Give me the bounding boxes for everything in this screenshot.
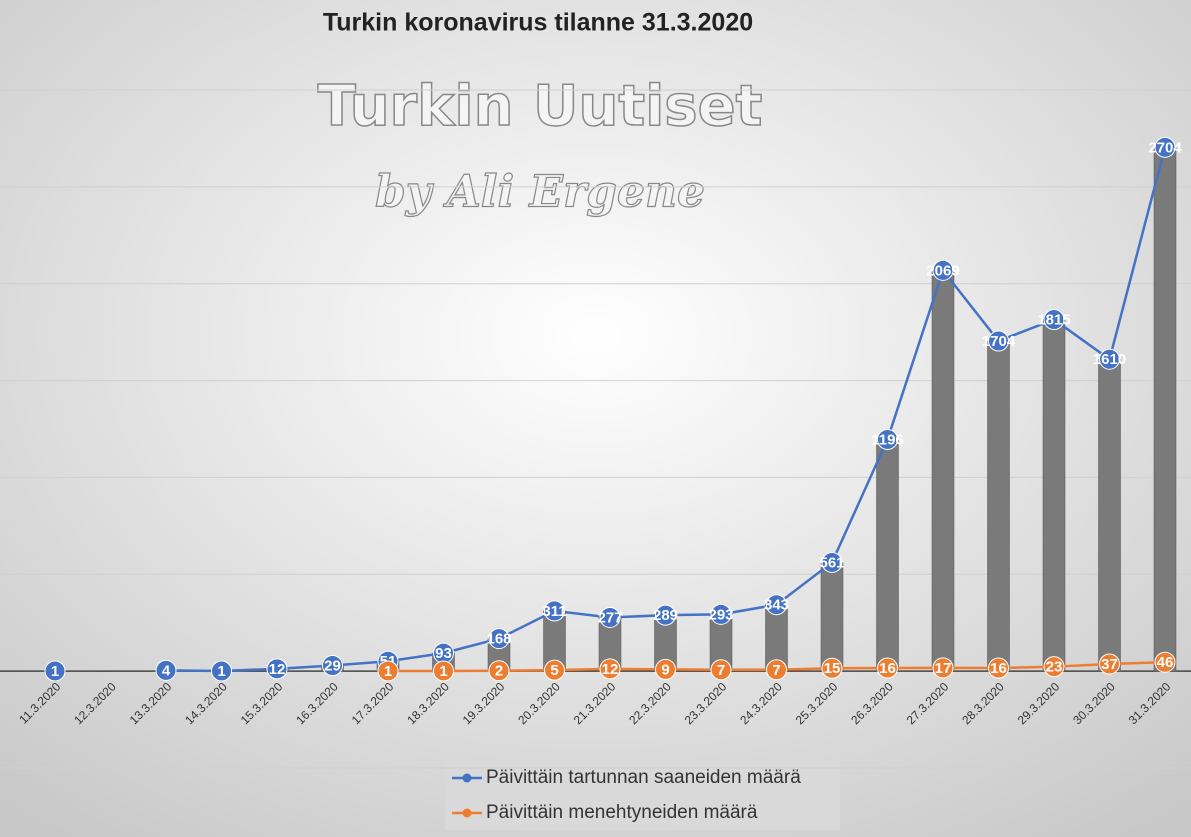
data-label: 7	[772, 662, 780, 679]
marker	[766, 594, 787, 616]
data-label: 1610	[1093, 351, 1126, 368]
data-label: 17	[935, 660, 952, 677]
data-label: 289	[653, 607, 678, 624]
data-label: 37	[1101, 656, 1118, 673]
marker	[1099, 348, 1120, 370]
data-label: 311	[542, 603, 566, 620]
marker	[211, 660, 232, 682]
data-label: 93	[435, 645, 452, 662]
legend	[445, 760, 840, 830]
data-label: 277	[597, 609, 622, 626]
marker	[599, 606, 621, 628]
bar	[820, 562, 844, 672]
data-label: 1	[217, 663, 225, 680]
data-label: 2069	[926, 262, 959, 279]
marker	[932, 657, 954, 679]
data-label: 15	[824, 660, 841, 677]
marker	[488, 660, 510, 682]
marker	[155, 659, 177, 681]
data-label: 1	[51, 663, 59, 680]
data-label: 23	[1046, 659, 1063, 676]
marker	[322, 655, 343, 677]
marker	[877, 657, 898, 679]
legend-marker	[462, 808, 472, 818]
data-label: 5	[550, 662, 558, 679]
bar	[1098, 359, 1121, 672]
data-label: 1196	[871, 431, 904, 448]
data-label: 7	[717, 662, 725, 679]
data-label: 16	[879, 660, 896, 677]
marker	[877, 428, 898, 450]
marker	[988, 657, 1009, 679]
marker	[1043, 656, 1065, 678]
data-label: 29	[324, 657, 341, 674]
chart-title: Turkin koronavirus tilanne 31.3.2020	[323, 9, 753, 37]
data-label: 561	[819, 554, 844, 571]
marker	[821, 657, 843, 679]
marker	[988, 330, 1009, 352]
marker	[655, 604, 676, 626]
marker	[599, 658, 621, 680]
data-label: 4	[162, 662, 171, 679]
data-label: 2704	[1148, 139, 1182, 156]
data-label: 1	[384, 663, 392, 680]
data-label: 293	[708, 606, 733, 623]
marker	[544, 659, 565, 681]
marker	[488, 628, 510, 650]
bar	[987, 340, 1010, 672]
legend-label: Päivittäin tartunnan saaneiden määrä	[486, 767, 801, 788]
data-label: 46	[1157, 654, 1174, 671]
data-label: 168	[486, 631, 511, 648]
data-label: 1815	[1037, 312, 1070, 329]
marker	[433, 660, 454, 682]
marker	[1043, 309, 1065, 331]
data-label: 12	[602, 661, 619, 678]
watermark: by Ali Ergene	[375, 167, 705, 218]
marker	[766, 659, 787, 681]
marker	[266, 658, 288, 680]
bar	[1042, 319, 1066, 672]
marker	[544, 600, 565, 622]
data-label: 343	[764, 597, 789, 614]
data-label: 16	[990, 660, 1007, 677]
marker	[44, 660, 66, 682]
marker	[710, 603, 732, 625]
data-label: 12	[269, 661, 286, 678]
data-label: 9	[661, 661, 669, 678]
data-label: 2	[495, 663, 503, 680]
marker	[655, 658, 676, 680]
legend-marker	[462, 773, 472, 783]
marker	[377, 660, 399, 682]
data-label: 1704	[982, 333, 1016, 350]
marker	[932, 259, 954, 281]
marker	[710, 659, 732, 681]
marker	[821, 551, 843, 573]
bar	[876, 439, 899, 672]
data-label: 1	[439, 663, 447, 680]
legend-label: Päivittäin menehtyneiden määrä	[486, 802, 758, 823]
bar	[1153, 147, 1177, 672]
marker	[1099, 653, 1120, 675]
marker	[1154, 651, 1176, 673]
marker	[1154, 136, 1176, 158]
watermark: Turkin Uutiset	[318, 74, 763, 139]
bar	[931, 270, 955, 672]
